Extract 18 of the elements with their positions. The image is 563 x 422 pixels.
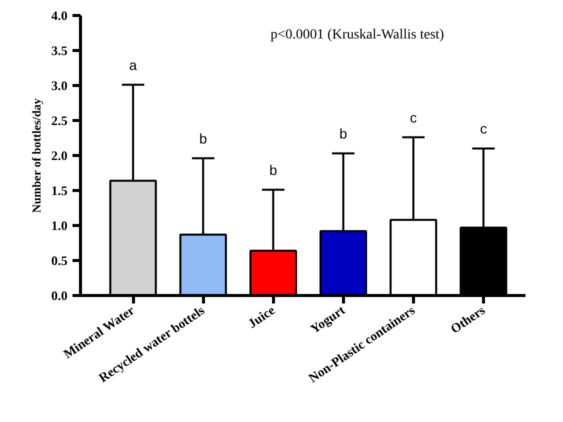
y-axis-title: Number of bottles/day [29, 98, 44, 213]
annotation: p<0.0001 (Kruskal-Wallis test) [270, 28, 444, 42]
y-tick-label: 1.0 [51, 218, 68, 233]
annotation: b [339, 125, 348, 142]
y-tick-label: 1.5 [51, 183, 68, 198]
annotation: c [410, 109, 417, 126]
y-tick-label: 3.5 [51, 43, 68, 58]
annotation: b [269, 162, 278, 178]
y-tick-label: 4.0 [51, 8, 68, 23]
y-tick-label: 2.5 [51, 113, 68, 128]
annotation: a [129, 56, 138, 73]
annotation: c [480, 120, 487, 136]
y-tick-label: 0.0 [51, 288, 68, 303]
x-tick-label: Juice [245, 302, 278, 331]
y-tick-label: 3.0 [51, 78, 68, 93]
y-tick-label: 0.5 [51, 253, 68, 268]
annotation: b [199, 130, 208, 146]
y-tick-label: 2.0 [51, 148, 68, 163]
